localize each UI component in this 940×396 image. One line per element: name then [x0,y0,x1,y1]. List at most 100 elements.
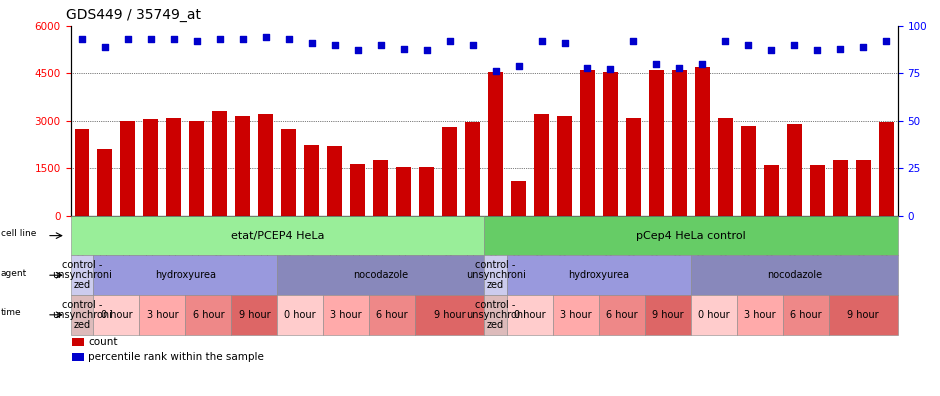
Text: 3 hour: 3 hour [744,310,776,320]
Point [327,42,342,48]
Point [787,42,802,48]
Bar [419,167,434,216]
Bar [626,118,641,216]
Point [258,34,274,40]
Point [603,66,618,72]
Bar [580,70,595,216]
Bar [603,72,618,216]
Text: control -
unsynchroni
zed: control - unsynchroni zed [52,260,112,290]
Point [672,65,687,71]
Bar [787,124,802,216]
Point [488,68,503,74]
Point [120,36,135,42]
Bar [741,126,756,216]
Point [879,38,894,44]
Text: pCep4 HeLa control: pCep4 HeLa control [636,230,745,241]
Point [557,40,572,46]
Text: GDS449 / 35749_at: GDS449 / 35749_at [66,8,201,22]
Text: cell line: cell line [1,229,37,238]
Point [855,44,870,50]
Text: 0 hour: 0 hour [285,310,316,320]
Text: 9 hour: 9 hour [434,310,465,320]
Bar [189,121,204,216]
Bar [465,122,480,216]
Text: 9 hour: 9 hour [652,310,683,320]
Bar [144,119,158,216]
Point [305,40,320,46]
Point [695,61,710,67]
Text: 3 hour: 3 hour [331,310,362,320]
Bar [442,127,457,216]
Point [144,36,159,42]
Point [212,36,227,42]
Text: nocodazole: nocodazole [767,270,822,280]
Text: hydroxyurea: hydroxyurea [155,270,216,280]
Point [764,47,779,53]
Text: control -
unsynchroni
zed: control - unsynchroni zed [465,300,525,330]
Point [235,36,250,42]
Bar [534,114,549,216]
Point [419,47,434,53]
Text: 3 hour: 3 hour [560,310,592,320]
Point [580,65,595,71]
Text: hydroxyurea: hydroxyurea [569,270,630,280]
Text: nocodazole: nocodazole [353,270,408,280]
Bar [120,121,135,216]
Bar [166,118,181,216]
Bar [235,116,250,216]
Bar [305,145,320,216]
Point [809,47,824,53]
Bar [373,160,388,216]
Point [511,63,526,69]
Text: percentile rank within the sample: percentile rank within the sample [88,352,264,362]
Text: etat/PCEP4 HeLa: etat/PCEP4 HeLa [230,230,324,241]
Bar [695,67,710,216]
Text: 6 hour: 6 hour [376,310,408,320]
Text: time: time [1,308,22,317]
Point [351,47,366,53]
Text: 6 hour: 6 hour [790,310,822,320]
Point [465,42,480,48]
Point [373,42,388,48]
Bar [258,114,274,216]
Bar [351,164,365,216]
Point [442,38,457,44]
Point [718,38,733,44]
Point [396,46,411,52]
Bar [511,181,526,216]
Text: 0 hour: 0 hour [698,310,729,320]
Point [98,44,113,50]
Point [649,61,664,67]
Bar [649,70,664,216]
Bar [764,165,778,216]
Point [166,36,181,42]
Point [534,38,549,44]
Text: 3 hour: 3 hour [147,310,179,320]
Bar [98,149,113,216]
Bar [557,116,572,216]
Bar [672,70,687,216]
Text: 6 hour: 6 hour [193,310,224,320]
Bar [855,160,870,216]
Point [74,36,89,42]
Text: 9 hour: 9 hour [239,310,270,320]
Point [189,38,204,44]
Bar [718,118,733,216]
Bar [396,167,411,216]
Point [281,36,296,42]
Text: 0 hour: 0 hour [101,310,133,320]
Point [741,42,756,48]
Point [626,38,641,44]
Text: 9 hour: 9 hour [848,310,879,320]
Text: agent: agent [1,269,27,278]
Bar [212,111,227,216]
Bar [488,72,503,216]
Bar [74,129,89,216]
Bar [879,122,894,216]
Text: control -
unsynchroni
zed: control - unsynchroni zed [465,260,525,290]
Bar [327,146,342,216]
Text: 6 hour: 6 hour [606,310,637,320]
Bar [281,129,296,216]
Text: control -
unsynchroni
zed: control - unsynchroni zed [52,300,112,330]
Point [833,46,848,52]
